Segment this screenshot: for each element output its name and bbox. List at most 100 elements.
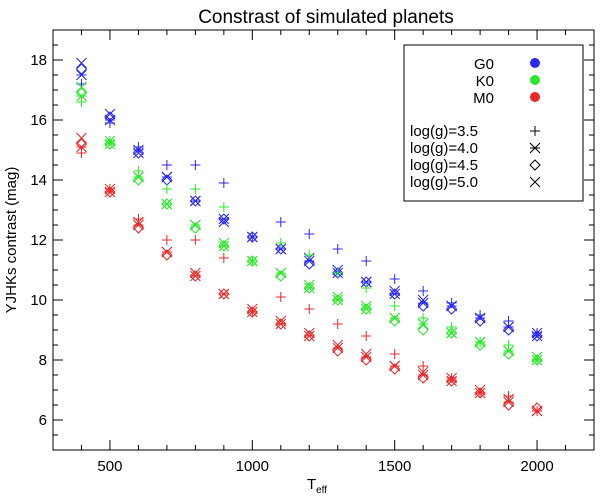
legend-star-g0-label: G0: [474, 56, 494, 73]
data-point-m0-diamond: [132, 222, 145, 234]
data-point-m0-diamond: [531, 402, 543, 414]
data-point-g0-cross: [275, 243, 287, 255]
data-point-k0-diamond: [189, 222, 202, 234]
data-point-k0-cross: [133, 171, 144, 183]
data-point-g0-diamond: [132, 147, 145, 159]
data-point-k0-diamond: [275, 270, 287, 282]
data-point-k0-plus: [275, 238, 286, 248]
data-point-g0-cross: [389, 285, 401, 297]
data-point-k0-plus: [190, 184, 201, 194]
data-point-m0-cross: [303, 327, 315, 339]
legend-gravity-45-label: log(g)=4.5: [410, 157, 478, 174]
data-point-g0-cross: [360, 276, 372, 288]
data-point-m0-diamond: [445, 375, 458, 387]
data-point-k0-diamond: [303, 282, 315, 294]
legend-gravity-40-label: log(g)=4.0: [410, 140, 478, 157]
data-point-g0-diamond: [502, 324, 515, 336]
data-point-k0-cross: [190, 219, 201, 231]
data-point-k0-plus: [332, 268, 343, 278]
data-point-k0-cross: [389, 312, 401, 324]
data-point-k0-diamond: [132, 174, 145, 186]
data-point-k0-cross: [161, 198, 173, 210]
data-point-m0-diamond: [275, 318, 287, 330]
data-point-k0-diamond: [388, 315, 401, 327]
data-point-g0-diamond: [104, 111, 116, 123]
data-point-m0-plus: [332, 319, 343, 329]
legend-dot-k0: [530, 75, 540, 85]
data-point-k0-diamond: [445, 327, 458, 339]
data-point-m0-cross: [417, 366, 429, 378]
data-point-m0-diamond: [417, 372, 429, 384]
data-point-m0-diamond: [360, 354, 372, 366]
data-point-m0-plus: [161, 235, 172, 245]
legend-marker-asterisk: [529, 142, 541, 154]
data-point-g0-cross: [246, 231, 258, 243]
data-point-m0-diamond: [246, 306, 259, 318]
data-point-m0-asterisk: [76, 141, 87, 153]
x-tick-label: 500: [97, 458, 122, 475]
legend-dot-g0: [530, 58, 540, 68]
x-tick-label: 2000: [520, 458, 553, 475]
legend-gravity-35-label: log(g)=3.5: [410, 123, 478, 140]
data-point-g0-diamond: [189, 195, 202, 207]
data-point-k0-plus: [161, 184, 172, 194]
data-point-m0-diamond: [502, 399, 515, 411]
legend-star-k0-label: K0: [476, 73, 494, 90]
data-point-k0-diamond: [531, 354, 543, 366]
data-point-k0-cross: [531, 351, 543, 363]
y-tick-label: 18: [30, 52, 47, 69]
legend-box: [403, 44, 584, 202]
data-point-m0-cross: [104, 183, 116, 195]
data-point-k0-diamond: [502, 348, 515, 360]
data-point-k0-diamond: [360, 303, 372, 315]
data-point-m0-cross: [531, 405, 543, 417]
data-point-k0-plus: [418, 313, 429, 323]
data-point-m0-diamond: [303, 330, 315, 342]
data-point-g0-plus: [190, 160, 201, 170]
data-point-m0-diamond: [332, 345, 344, 357]
data-point-m0-diamond: [104, 186, 116, 198]
data-point-m0-diamond: [161, 249, 173, 261]
data-point-g0-diamond: [474, 315, 486, 327]
data-point-m0-diamond: [75, 138, 88, 150]
data-point-g0-cross: [503, 321, 514, 333]
data-point-g0-cross: [161, 171, 173, 183]
data-point-k0-plus: [361, 283, 372, 293]
data-point-m0-cross: [474, 384, 486, 396]
y-tick-label: 8: [39, 352, 47, 369]
data-point-g0-cross: [218, 216, 230, 228]
data-point-g0-plus: [361, 256, 372, 266]
data-point-k0-diamond: [417, 324, 429, 336]
data-point-m0-cross: [161, 246, 173, 258]
data-point-k0-cross: [417, 318, 429, 330]
data-point-k0-cross: [76, 81, 87, 93]
data-point-g0-cross: [76, 57, 87, 69]
data-point-g0-cross: [446, 300, 457, 312]
data-point-m0-plus: [418, 361, 429, 371]
data-points: [75, 57, 543, 417]
data-point-m0-diamond: [218, 288, 230, 300]
data-point-m0-plus: [275, 292, 286, 302]
legend-marker-plus: [530, 126, 540, 136]
data-point-m0-cross: [446, 372, 457, 384]
data-point-k0-diamond: [474, 339, 486, 351]
data-point-m0-cross: [246, 303, 258, 315]
data-point-m0-plus: [304, 304, 315, 314]
legend-dot-m0: [530, 92, 540, 102]
data-point-k0-cross: [474, 336, 486, 348]
data-point-k0-diamond: [218, 240, 230, 252]
data-point-g0-diamond: [303, 258, 315, 270]
axis-ticks: 500 1000 1500 2000 6 8 10 12 14 16 18: [30, 30, 594, 475]
data-point-g0-diamond: [531, 330, 543, 342]
y-tick-label: 12: [30, 232, 47, 249]
x-tick-label: 1000: [236, 458, 269, 475]
x-axis-label: Teff: [307, 476, 327, 496]
data-point-k0-diamond: [161, 198, 173, 210]
data-point-m0-cross: [76, 132, 87, 144]
data-point-k0-diamond: [246, 255, 259, 267]
data-point-k0-cross: [303, 279, 315, 291]
data-point-g0-diamond: [417, 300, 429, 312]
data-point-m0-cross: [389, 360, 401, 372]
data-point-k0-cross: [503, 345, 514, 357]
data-point-m0-cross: [190, 267, 201, 279]
